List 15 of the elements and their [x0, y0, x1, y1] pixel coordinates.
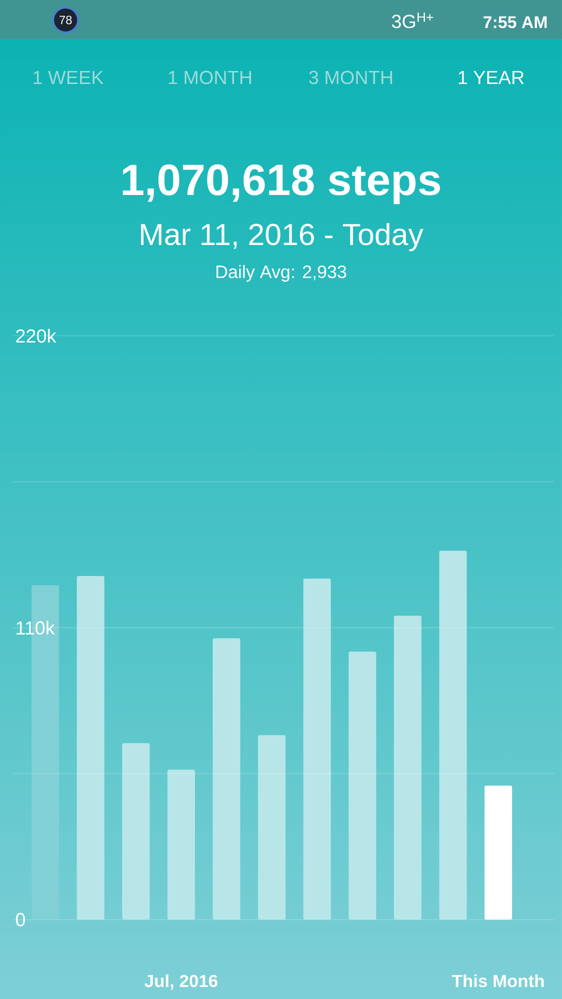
- y-tick-label: 0: [16, 912, 25, 926]
- text: 78: [60, 16, 72, 24]
- text: 1 WEEK: [34, 70, 104, 84]
- text: Daily Avg: 2,933: [216, 264, 346, 282]
- text: 3G$^{H+}$: [392, 12, 434, 28]
- x-tick-label: Jul, 2016: [144, 974, 218, 990]
- x-tick-label: This Month: [452, 974, 544, 988]
- text: 1 YEAR: [458, 70, 524, 84]
- text: 7:55 AM: [484, 16, 547, 28]
- y-tick-label: 220k: [16, 328, 56, 343]
- text: 3 MONTH: [309, 70, 392, 84]
- chart-subtitle: Mar 11, 2016 - Today: [141, 222, 424, 252]
- chart-title: 1,070,618 steps: [122, 164, 440, 204]
- text: 1 MONTH: [168, 70, 252, 84]
- y-tick-label: 110k: [16, 620, 55, 635]
